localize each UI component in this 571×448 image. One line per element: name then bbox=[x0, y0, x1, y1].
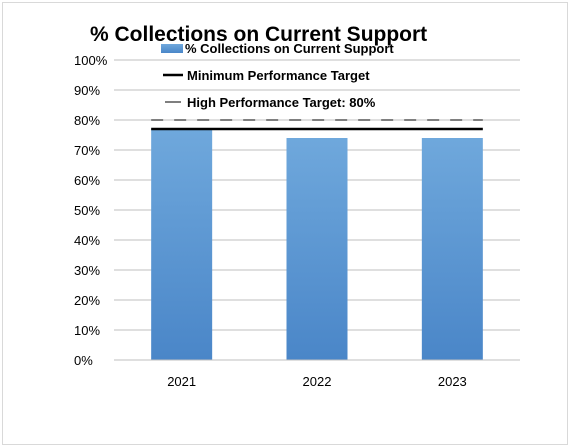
y-tick-label: 80% bbox=[74, 113, 100, 128]
legend: % Collections on Current Support Minimum… bbox=[161, 41, 394, 110]
y-tick-label: 100% bbox=[74, 53, 108, 68]
y-tick-label: 50% bbox=[74, 203, 100, 218]
legend-label-bars: % Collections on Current Support bbox=[185, 41, 394, 56]
y-tick-label: 70% bbox=[74, 143, 100, 158]
y-tick-label: 0% bbox=[74, 353, 93, 368]
legend-label-high-target: High Performance Target: 80% bbox=[187, 95, 376, 110]
x-tick-label: 2022 bbox=[303, 374, 332, 389]
chart-title: % Collections on Current Support bbox=[90, 23, 427, 46]
reference-lines bbox=[151, 119, 483, 131]
y-tick-label: 90% bbox=[74, 83, 100, 98]
legend-label-min-target: Minimum Performance Target bbox=[187, 68, 370, 83]
legend-swatch-bars bbox=[161, 44, 183, 53]
y-tick-label: 60% bbox=[74, 173, 100, 188]
y-tick-label: 30% bbox=[74, 263, 100, 278]
bar-2022 bbox=[286, 138, 348, 360]
x-tick-label: 2023 bbox=[438, 374, 467, 389]
x-axis-ticks: 2021 2022 2023 bbox=[167, 374, 467, 389]
bar-2023 bbox=[421, 138, 483, 360]
bar-2021 bbox=[151, 129, 213, 360]
x-tick-label: 2021 bbox=[167, 374, 196, 389]
y-tick-label: 20% bbox=[74, 293, 100, 308]
y-tick-label: 40% bbox=[74, 233, 100, 248]
y-axis-ticks: 0% 10% 20% 30% 40% 50% 60% 70% 80% 90% 100% bbox=[74, 53, 108, 368]
y-tick-label: 10% bbox=[74, 323, 100, 338]
bars bbox=[151, 129, 483, 360]
